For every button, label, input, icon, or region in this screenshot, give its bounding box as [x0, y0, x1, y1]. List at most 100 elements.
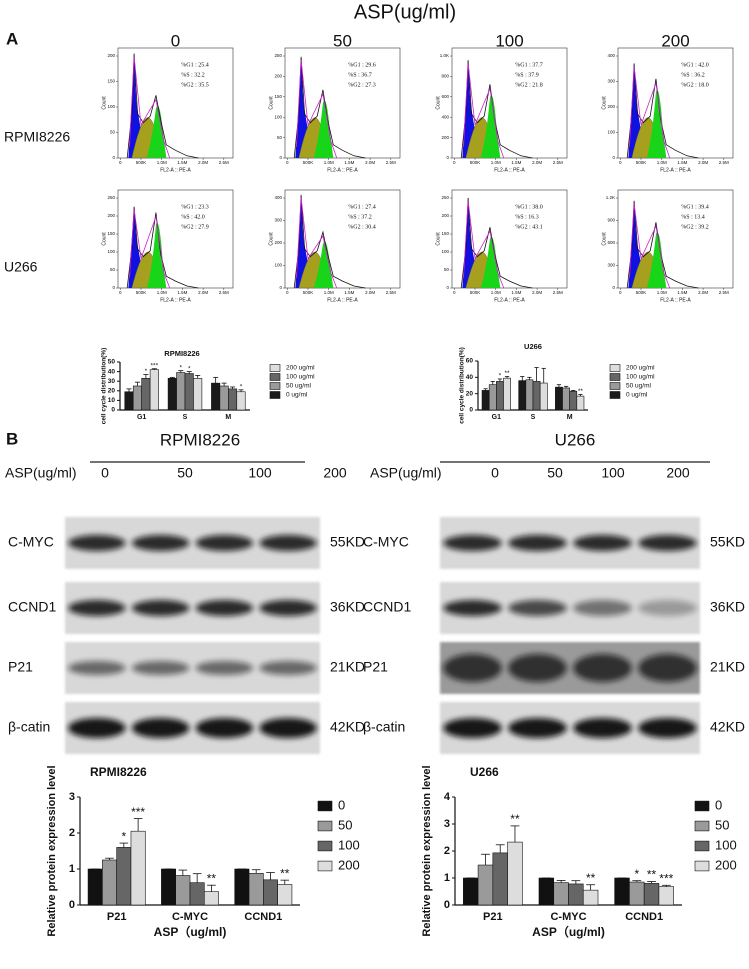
- legend-swatch: [694, 860, 710, 872]
- y-tick-label: 250: [441, 195, 449, 200]
- x-tick-label: 2.0M: [698, 290, 708, 295]
- x-tick-label: 2.0M: [365, 160, 375, 165]
- x-tick-label: 1.5M: [677, 160, 687, 165]
- legend-swatch: [609, 382, 621, 390]
- legend-label: 0: [338, 797, 345, 812]
- bar: [234, 868, 250, 906]
- y-tick-label: 0: [444, 899, 450, 911]
- bar: [525, 379, 534, 411]
- x-tick-label: 0: [286, 290, 289, 295]
- cell-line-label: U266: [4, 259, 38, 275]
- legend-swatch: [317, 800, 333, 812]
- blot-band: [638, 718, 697, 738]
- cycle-stat: %S : 37.2: [348, 214, 372, 220]
- blot-band: [131, 535, 190, 551]
- significance: *: [180, 364, 183, 371]
- y-tick-label: 50: [108, 359, 116, 366]
- x-tick-label: P21: [483, 911, 503, 923]
- cycle-stat: %G1 : 42.0: [681, 62, 709, 68]
- g2-peak: [480, 236, 501, 288]
- histogram-frame: [617, 47, 734, 159]
- y-tick-label: 60: [466, 358, 474, 365]
- y-tick-label: 40: [108, 368, 116, 375]
- cycle-stat: %S : 32.2: [181, 72, 205, 78]
- bar: [211, 382, 221, 411]
- y-tick-label: 100: [274, 263, 282, 268]
- significance: ***: [659, 871, 673, 885]
- x-tick-label: 0: [286, 160, 289, 165]
- y-axis-label: Count: [101, 96, 107, 110]
- legend-swatch: [609, 373, 621, 381]
- size-label: 36KD: [330, 599, 365, 615]
- cell-line-label: RPMI8226: [4, 129, 70, 145]
- x-axis-label: FL2-A :: PE-A: [660, 297, 691, 303]
- blot-dose: 50: [177, 465, 193, 481]
- blot-band: [195, 661, 254, 675]
- blot-dose-title: ASP(ug/ml): [5, 465, 77, 481]
- y-tick-label: 600: [607, 240, 615, 245]
- fit-line: [129, 209, 171, 289]
- y-tick-label: 100: [107, 249, 115, 254]
- x-tick-label: 2.5M: [719, 290, 729, 295]
- cycle-stat: %S : 37.9: [515, 72, 539, 78]
- y-tick-label: 0: [279, 155, 282, 160]
- y-tick-label: 400: [441, 114, 449, 119]
- y-tick-label: 300: [274, 218, 282, 223]
- chart-title: U266: [524, 342, 542, 351]
- y-tick-label: 2: [444, 845, 450, 857]
- blot-band: [195, 535, 254, 551]
- fit-line: [296, 60, 338, 159]
- y-tick-label: 200: [441, 213, 449, 218]
- y-axis-label: cell cycle distribution(%): [101, 348, 108, 425]
- blot-dose: 50: [547, 465, 563, 481]
- bar: [277, 884, 293, 906]
- x-tick-label: G1: [492, 414, 501, 421]
- blot-dose: 0: [101, 465, 109, 481]
- legend-label: 100: [715, 837, 737, 852]
- y-tick-label: 0: [446, 155, 449, 160]
- bar: [161, 868, 176, 906]
- size-label: 42KD: [330, 719, 365, 735]
- x-tick-label: 1.0M: [157, 290, 167, 295]
- chart-title: RPMI8226: [164, 349, 199, 358]
- legend-swatch: [317, 840, 333, 852]
- bar: [184, 373, 194, 411]
- x-tick-label: 0: [119, 160, 122, 165]
- y-tick-label: 10: [108, 397, 116, 404]
- x-tick-label: CCND1: [244, 911, 282, 923]
- x-axis-label: FL2-A :: PE-A: [660, 167, 691, 173]
- x-tick-label: 0: [619, 160, 622, 165]
- y-tick-label: 50: [444, 267, 450, 272]
- y-tick-label: 250: [107, 195, 115, 200]
- x-tick-label: 500K: [303, 160, 314, 165]
- y-tick-label: 0: [112, 155, 115, 160]
- blot-band: [638, 654, 697, 682]
- panel-label: A: [6, 29, 18, 48]
- bar: [492, 852, 508, 906]
- bar: [562, 387, 570, 411]
- x-axis-label: FL2-A :: PE-A: [494, 167, 525, 173]
- x-tick-label: 1.0M: [657, 290, 667, 295]
- bar: [236, 391, 246, 411]
- x-tick-label: 500K: [636, 290, 647, 295]
- blot-dose: 200: [323, 465, 347, 481]
- bar: [553, 882, 569, 906]
- bar: [149, 369, 159, 411]
- y-tick-label: 200: [607, 104, 615, 109]
- histogram-frame: [117, 47, 234, 159]
- bar: [167, 378, 177, 411]
- fit-line: [129, 56, 171, 159]
- legend-swatch: [694, 820, 710, 832]
- blot-band: [638, 600, 697, 616]
- y-axis-label: Count: [601, 96, 607, 110]
- x-axis-label: ASP（ug/ml): [532, 924, 605, 939]
- x-tick-label: 2.5M: [386, 290, 396, 295]
- cycle-stat: %G2 : 21.8: [515, 82, 543, 88]
- y-axis-label: Count: [268, 232, 274, 246]
- x-tick-label: CCND1: [625, 911, 663, 923]
- bar: [176, 372, 186, 411]
- x-tick-label: 0: [119, 290, 122, 295]
- y-tick-label: 2: [69, 827, 75, 839]
- g2-peak: [313, 241, 334, 288]
- size-label: 42KD: [710, 719, 745, 735]
